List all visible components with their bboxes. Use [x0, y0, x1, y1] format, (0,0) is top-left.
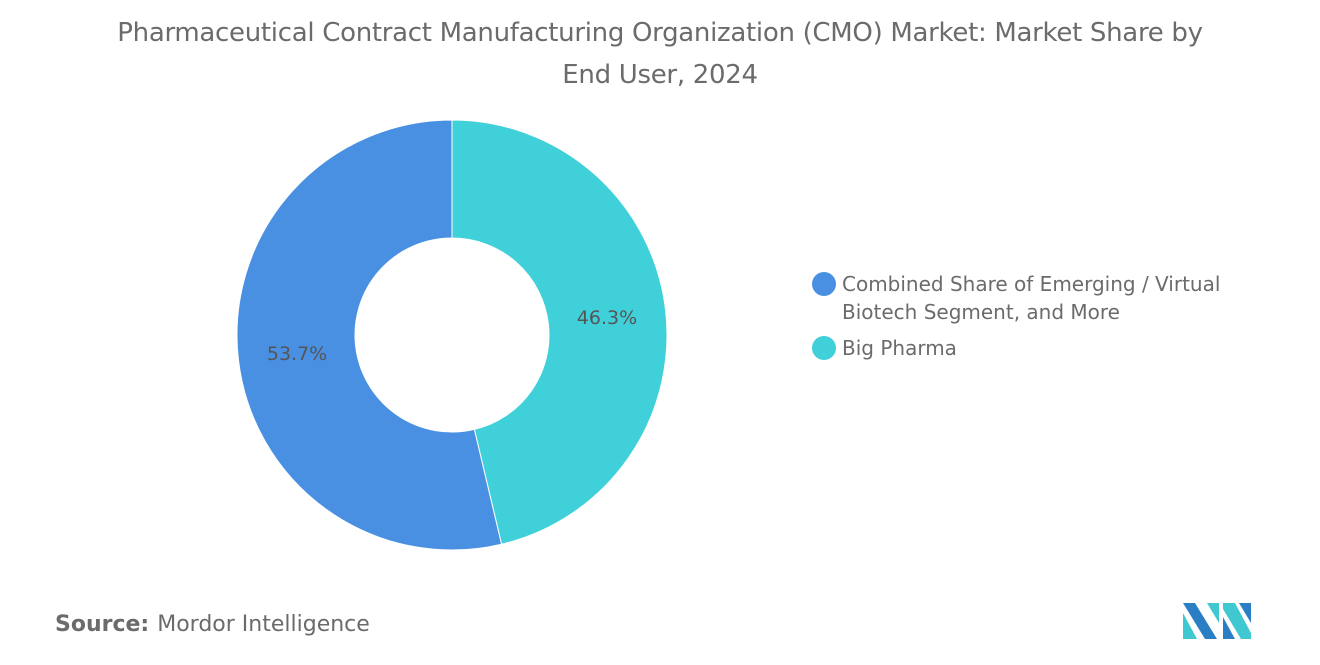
data-label: 53.7%	[267, 343, 327, 365]
chart-title: Pharmaceutical Contract Manufacturing Or…	[117, 18, 1203, 90]
source-note: Source: Mordor Intelligence	[55, 612, 370, 637]
source-label: Source:	[55, 612, 150, 637]
legend-swatch	[812, 336, 836, 360]
legend-item-emerging: Combined Share of Emerging / Virtual Bio…	[812, 270, 1252, 326]
legend-item-big-pharma: Big Pharma	[812, 334, 1252, 362]
source-value: Mordor Intelligence	[157, 612, 370, 637]
legend-swatch	[812, 272, 836, 296]
donut-slice-0	[236, 119, 503, 551]
legend: Combined Share of Emerging / Virtual Bio…	[812, 270, 1252, 370]
legend-label: Big Pharma	[842, 336, 957, 360]
mordor-logo	[1183, 603, 1251, 639]
donut-slice-1	[451, 119, 668, 545]
legend-label: Combined Share of Emerging / Virtual Bio…	[842, 272, 1221, 324]
data-label: 46.3%	[577, 307, 637, 329]
